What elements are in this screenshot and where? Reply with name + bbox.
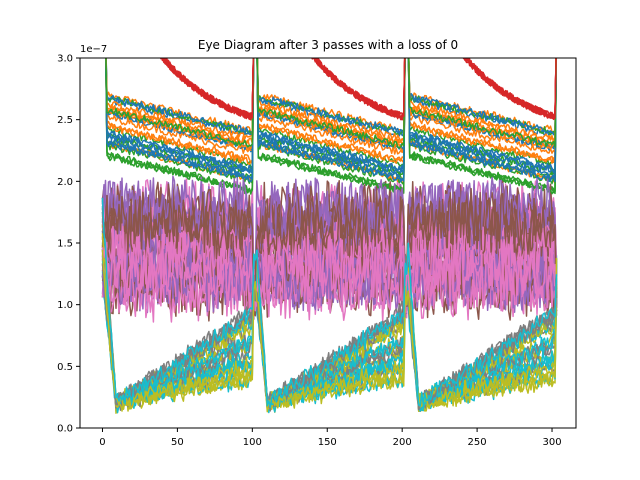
y-axis-offset-label: 1e−7 xyxy=(80,44,107,55)
x-tick-label: 200 xyxy=(393,437,412,448)
series-line xyxy=(101,256,558,410)
x-axis: 0 50 100 150 200 250 300 xyxy=(99,428,562,448)
y-tick-label: 0.0 xyxy=(57,424,73,435)
series-line xyxy=(105,58,558,175)
chart-title: Eye Diagram after 3 passes with a loss o… xyxy=(198,38,458,52)
x-tick-label: 50 xyxy=(171,437,184,448)
series-line xyxy=(159,58,557,121)
x-tick-label: 150 xyxy=(318,437,337,448)
series-line xyxy=(101,249,558,413)
series-line xyxy=(105,58,557,165)
y-tick-label: 2.5 xyxy=(57,115,73,126)
series-line xyxy=(105,58,558,183)
series-line xyxy=(101,191,558,310)
series-line xyxy=(105,58,557,149)
series-line xyxy=(105,58,557,172)
y-tick-label: 1.0 xyxy=(57,300,73,311)
y-tick-label: 2.0 xyxy=(57,177,73,188)
series-line xyxy=(105,58,558,195)
series-line xyxy=(101,238,558,314)
series-line xyxy=(105,58,557,136)
x-tick-label: 250 xyxy=(468,437,487,448)
x-tick-label: 0 xyxy=(99,437,105,448)
x-tick-label: 100 xyxy=(243,437,262,448)
series-line xyxy=(101,197,558,409)
y-tick-label: 3.0 xyxy=(57,54,73,65)
series-line xyxy=(105,58,558,174)
x-tick-label: 300 xyxy=(542,437,561,448)
y-tick-label: 0.5 xyxy=(57,362,73,373)
y-tick-label: 1.5 xyxy=(57,239,73,250)
y-axis: 0.0 0.5 1.0 1.5 2.0 2.5 3.0 xyxy=(57,54,80,435)
series-layer xyxy=(101,58,558,414)
